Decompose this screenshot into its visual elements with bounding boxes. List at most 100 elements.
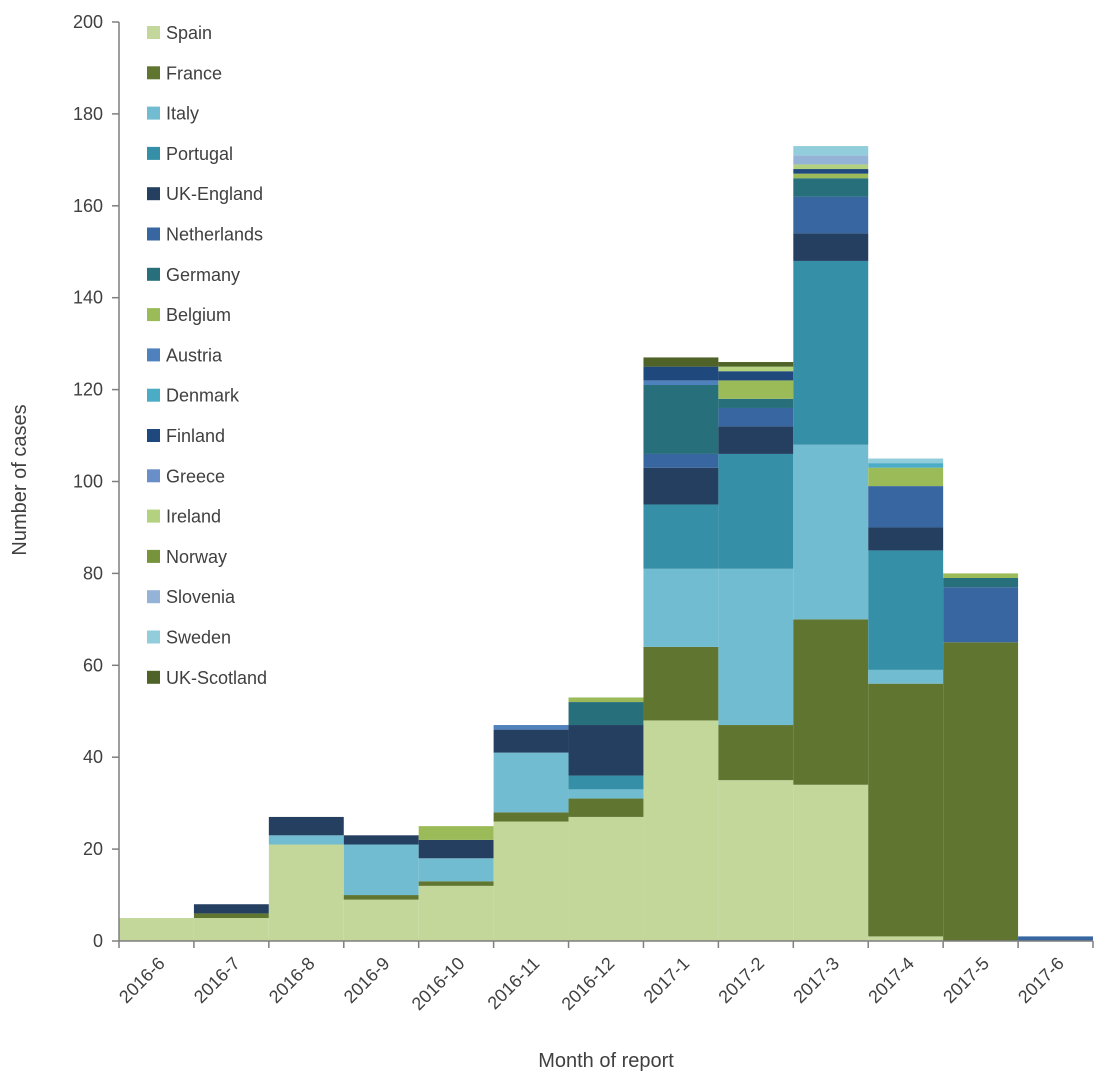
bar-uk-england-2016-9 bbox=[344, 835, 419, 844]
legend-label: Austria bbox=[166, 345, 223, 365]
legend-swatch bbox=[147, 590, 160, 603]
bar-france-2017-4 bbox=[868, 684, 943, 937]
legend-item-belgium: Belgium bbox=[147, 305, 231, 325]
bar-italy-2017-2 bbox=[718, 569, 793, 725]
bar-france-2016-9 bbox=[344, 895, 419, 900]
y-tick-label: 160 bbox=[73, 196, 103, 216]
bar-spain-2016-10 bbox=[419, 886, 494, 941]
bar-belgium-2017-5 bbox=[943, 573, 1018, 578]
x-tick-label: 2016-12 bbox=[558, 953, 619, 1014]
bar-uk-england-2016-11 bbox=[494, 730, 569, 753]
legend: SpainFranceItalyPortugalUK-EnglandNether… bbox=[147, 23, 267, 688]
legend-item-spain: Spain bbox=[147, 23, 212, 43]
legend-item-sweden: Sweden bbox=[147, 628, 231, 648]
legend-item-uk-scotland: UK-Scotland bbox=[147, 668, 267, 688]
bar-portugal-2017-3 bbox=[793, 261, 868, 445]
legend-swatch bbox=[147, 228, 160, 241]
bar-sweden-2017-4 bbox=[868, 459, 943, 464]
bar-finland-2017-3 bbox=[793, 169, 868, 174]
bar-italy-2016-9 bbox=[344, 845, 419, 896]
bar-germany-2017-3 bbox=[793, 178, 868, 196]
bar-uk-england-2016-7 bbox=[194, 904, 269, 913]
legend-item-finland: Finland bbox=[147, 426, 225, 446]
bar-spain-2016-7 bbox=[194, 918, 269, 941]
y-tick-label: 100 bbox=[73, 472, 103, 492]
legend-swatch bbox=[147, 389, 160, 402]
legend-label: UK-Scotland bbox=[166, 668, 267, 688]
bar-germany-2017-1 bbox=[643, 385, 718, 454]
legend-label: Norway bbox=[166, 547, 227, 567]
bar-austria-2016-11 bbox=[494, 725, 569, 730]
bar-spain-2016-6 bbox=[119, 918, 194, 941]
legend-swatch bbox=[147, 429, 160, 442]
bar-france-2017-1 bbox=[643, 647, 718, 721]
x-tick-label: 2016-11 bbox=[484, 953, 544, 1013]
x-tick-label: 2017-3 bbox=[789, 953, 843, 1007]
x-tick-label: 2016-6 bbox=[115, 953, 169, 1007]
bar-spain-2017-3 bbox=[793, 785, 868, 941]
legend-item-france: France bbox=[147, 63, 222, 83]
bar-italy-2017-3 bbox=[793, 445, 868, 620]
legend-item-germany: Germany bbox=[147, 265, 240, 285]
bar-netherlands-2017-5 bbox=[943, 587, 1018, 642]
bar-uk-scotland-2017-1 bbox=[643, 357, 718, 366]
legend-label: Slovenia bbox=[166, 587, 236, 607]
legend-label: Sweden bbox=[166, 628, 231, 648]
legend-item-slovenia: Slovenia bbox=[147, 587, 236, 607]
bar-finland-2017-2 bbox=[718, 371, 793, 380]
x-tick-label: 2017-5 bbox=[939, 953, 993, 1007]
y-tick-label: 0 bbox=[93, 931, 103, 951]
bar-france-2016-7 bbox=[194, 913, 269, 918]
legend-swatch bbox=[147, 469, 160, 482]
bar-italy-2016-10 bbox=[419, 858, 494, 881]
legend-item-ireland: Ireland bbox=[147, 507, 221, 527]
legend-swatch bbox=[147, 107, 160, 120]
bar-portugal-2017-4 bbox=[868, 550, 943, 669]
bar-france-2017-3 bbox=[793, 619, 868, 784]
legend-swatch bbox=[147, 187, 160, 200]
bar-spain-2016-12 bbox=[569, 817, 644, 941]
bar-netherlands-2017-1 bbox=[643, 454, 718, 468]
bar-uk-scotland-2017-2 bbox=[718, 362, 793, 367]
bar-finland-2017-1 bbox=[643, 367, 718, 381]
x-tick-label: 2017-1 bbox=[640, 953, 694, 1007]
legend-swatch bbox=[147, 268, 160, 281]
bar-italy-2017-4 bbox=[868, 670, 943, 684]
y-tick-label: 60 bbox=[83, 655, 103, 675]
bar-italy-2016-11 bbox=[494, 753, 569, 813]
x-tick-label: 2017-2 bbox=[714, 953, 768, 1007]
bar-france-2016-11 bbox=[494, 812, 569, 821]
legend-swatch bbox=[147, 550, 160, 563]
legend-label: Germany bbox=[166, 265, 240, 285]
legend-label: Belgium bbox=[166, 305, 231, 325]
bar-spain-2016-8 bbox=[269, 845, 344, 941]
bar-france-2017-2 bbox=[718, 725, 793, 780]
bar-portugal-2016-12 bbox=[569, 776, 644, 790]
legend-label: Denmark bbox=[166, 386, 240, 406]
bar-ireland-2017-2 bbox=[718, 367, 793, 372]
bar-belgium-2017-2 bbox=[718, 380, 793, 398]
bar-italy-2017-1 bbox=[643, 569, 718, 647]
legend-label: Spain bbox=[166, 23, 212, 43]
bar-uk-england-2016-12 bbox=[569, 725, 644, 776]
y-tick-label: 20 bbox=[83, 839, 103, 859]
y-tick-label: 180 bbox=[73, 104, 103, 124]
legend-item-portugal: Portugal bbox=[147, 144, 233, 164]
bar-germany-2017-5 bbox=[943, 578, 1018, 587]
legend-item-denmark: Denmark bbox=[147, 386, 240, 406]
legend-label: Greece bbox=[166, 466, 225, 486]
y-tick-label: 140 bbox=[73, 288, 103, 308]
bars-group bbox=[119, 146, 1093, 941]
bar-portugal-2017-2 bbox=[718, 454, 793, 569]
bar-belgium-2017-3 bbox=[793, 174, 868, 179]
bar-spain-2017-2 bbox=[718, 780, 793, 941]
x-tick-label: 2016-7 bbox=[190, 953, 244, 1007]
legend-item-uk-england: UK-England bbox=[147, 184, 263, 204]
bar-portugal-2017-1 bbox=[643, 504, 718, 568]
y-tick-label: 80 bbox=[83, 563, 103, 583]
legend-swatch bbox=[147, 631, 160, 644]
y-ticks-group: 0 20 40 60 80 100 120 140 160 180 200 bbox=[73, 12, 119, 951]
bar-ireland-2017-3 bbox=[793, 164, 868, 169]
legend-label: Netherlands bbox=[166, 225, 263, 245]
